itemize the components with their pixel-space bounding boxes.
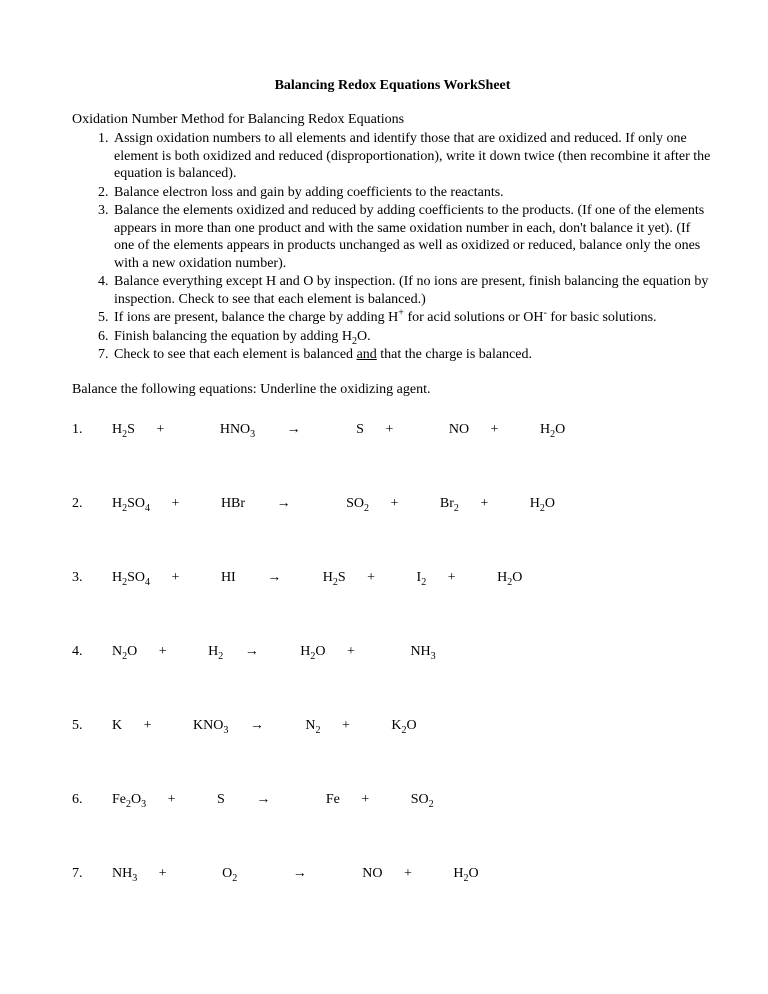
formula: H2O: [540, 422, 565, 438]
formula: Br2: [440, 496, 459, 512]
arrow-icon: →: [250, 716, 264, 732]
equation-row: 3. H2SO4 + HI → H2S + I2 + H2O: [72, 568, 713, 586]
underlined-text: and: [357, 347, 377, 362]
formula: SO2: [346, 496, 369, 512]
formula: H2S: [112, 422, 135, 438]
formula: I2: [417, 570, 427, 586]
formula: NH3: [112, 866, 137, 882]
text: If ions are present, balance the charge …: [114, 310, 398, 325]
formula: NH3: [410, 644, 435, 660]
arrow-icon: →: [277, 494, 291, 510]
arrow-icon: →: [245, 642, 259, 658]
plus: +: [491, 422, 499, 437]
plus: +: [172, 496, 180, 511]
plus: +: [361, 792, 369, 807]
formula: N2: [305, 718, 320, 734]
formula: H2SO4: [112, 570, 150, 586]
equation-number: 7.: [72, 866, 112, 882]
equation-number: 2.: [72, 496, 112, 512]
list-item: Check to see that each element is balanc…: [112, 346, 713, 364]
equation-row: 2. H2SO4 + HBr → SO2 + Br2 + H2O: [72, 494, 713, 512]
formula: H2O: [453, 866, 478, 882]
formula: Fe2O3: [112, 792, 146, 808]
formula: H2O: [497, 570, 522, 586]
equation-row: 1. H2S + HNO3 → S + NO + H2O: [72, 420, 713, 438]
formula: H2: [208, 644, 223, 660]
list-item: Balance the elements oxidized and reduce…: [112, 202, 713, 272]
text: for acid solutions or OH: [404, 310, 544, 325]
equation-body: Fe2O3 + S → Fe + SO2: [112, 790, 713, 808]
list-item: If ions are present, balance the charge …: [112, 309, 713, 327]
plus: +: [159, 644, 167, 659]
text: Check to see that each element is balanc…: [114, 347, 357, 362]
formula: NO: [362, 866, 382, 882]
equation-body: H2SO4 + HBr → SO2 + Br2 + H2O: [112, 494, 713, 512]
formula: SO2: [411, 792, 434, 808]
arrow-icon: →: [293, 864, 307, 880]
formula: H2O: [300, 644, 325, 660]
formula: NO: [449, 422, 469, 438]
formula: O2: [222, 866, 237, 882]
list-item: Balance everything except H and O by ins…: [112, 273, 713, 308]
page-title: Balancing Redox Equations WorkSheet: [72, 78, 713, 94]
plus: +: [404, 866, 412, 881]
text: for basic solutions.: [547, 310, 657, 325]
formula: S: [217, 792, 225, 808]
equation-row: 5. K + KNO3 → N2 + K2O: [72, 716, 713, 734]
formula: N2O: [112, 644, 137, 660]
plus: +: [144, 718, 152, 733]
formula: HNO3: [220, 422, 255, 438]
equation-body: H2SO4 + HI → H2S + I2 + H2O: [112, 568, 713, 586]
equation-row: 6. Fe2O3 + S → Fe + SO2: [72, 790, 713, 808]
list-item: Balance electron loss and gain by adding…: [112, 184, 713, 202]
plus: +: [480, 496, 488, 511]
plus: +: [367, 570, 375, 585]
equation-body: H2S + HNO3 → S + NO + H2O: [112, 420, 713, 438]
equation-row: 7. NH3 + O2 → NO + H2O: [72, 864, 713, 882]
plus: +: [168, 792, 176, 807]
formula: HI: [221, 570, 236, 586]
equation-number: 5.: [72, 718, 112, 734]
formula: S: [356, 422, 364, 438]
plus: +: [390, 496, 398, 511]
plus: +: [448, 570, 456, 585]
equation-number: 4.: [72, 644, 112, 660]
text: O.: [357, 329, 371, 344]
equation-body: K + KNO3 → N2 + K2O: [112, 716, 713, 734]
list-item: Finish balancing the equation by adding …: [112, 328, 713, 346]
arrow-icon: →: [256, 790, 270, 806]
formula: H2O: [530, 496, 555, 512]
equation-number: 3.: [72, 570, 112, 586]
intro-heading: Oxidation Number Method for Balancing Re…: [72, 112, 713, 128]
plus: +: [159, 866, 167, 881]
plus: +: [156, 422, 164, 437]
equations-list: 1. H2S + HNO3 → S + NO + H2O 2. H2SO4 + …: [72, 420, 713, 882]
instruction: Balance the following equations: Underli…: [72, 382, 713, 398]
plus: +: [172, 570, 180, 585]
formula: K: [112, 718, 122, 734]
equation-number: 6.: [72, 792, 112, 808]
equation-body: NH3 + O2 → NO + H2O: [112, 864, 713, 882]
formula: HBr: [221, 496, 245, 512]
equation-body: N2O + H2 → H2O + NH3: [112, 642, 713, 660]
plus: +: [342, 718, 350, 733]
text: that the charge is balanced.: [377, 347, 532, 362]
formula: KNO3: [193, 718, 228, 734]
arrow-icon: →: [267, 568, 281, 584]
text: Finish balancing the equation by adding …: [114, 329, 352, 344]
equation-row: 4. N2O + H2 → H2O + NH3: [72, 642, 713, 660]
formula: K2O: [391, 718, 416, 734]
formula: Fe: [326, 792, 340, 808]
list-item: Assign oxidation numbers to all elements…: [112, 130, 713, 183]
formula: H2S: [323, 570, 346, 586]
method-list: Assign oxidation numbers to all elements…: [72, 130, 713, 364]
plus: +: [385, 422, 393, 437]
formula: H2SO4: [112, 496, 150, 512]
equation-number: 1.: [72, 422, 112, 438]
arrow-icon: →: [287, 420, 301, 436]
plus: +: [347, 644, 355, 659]
